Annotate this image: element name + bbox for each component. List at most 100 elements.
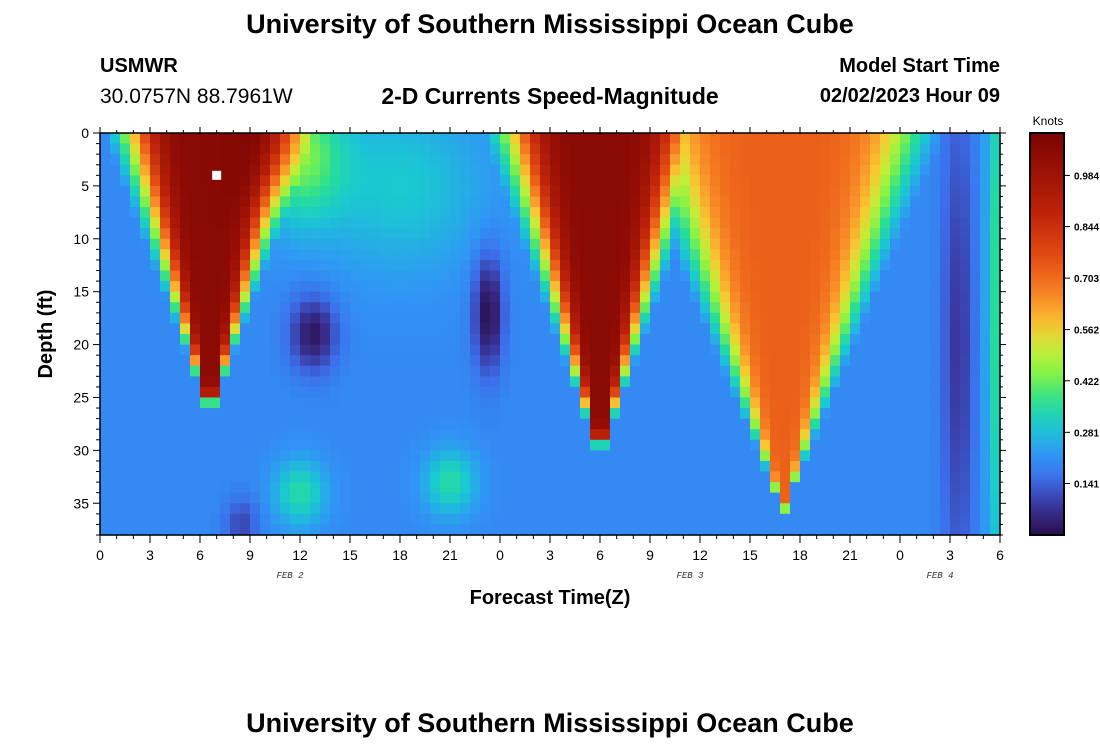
heatmap-cell — [920, 238, 931, 250]
heatmap-cell — [540, 418, 551, 430]
x-tick-label: 0 — [896, 547, 904, 563]
heatmap-cell — [650, 334, 661, 346]
heatmap-cell — [350, 185, 361, 198]
heatmap-cell — [430, 471, 441, 483]
heatmap-cell — [200, 355, 211, 367]
heatmap-cell — [810, 471, 821, 483]
heatmap-cell — [950, 460, 961, 473]
heatmap-cell — [480, 249, 491, 261]
heatmap-cell — [810, 281, 821, 293]
station-marker — [212, 170, 222, 180]
heatmap-cell — [300, 217, 311, 229]
heatmap-cell — [410, 281, 421, 293]
heatmap-cell — [700, 312, 711, 325]
heatmap-cell — [580, 323, 591, 335]
heatmap-cell — [180, 386, 191, 399]
footer-title: University of Southern Mississippi Ocean… — [246, 708, 854, 738]
colorbar-label: 0.703 — [1074, 274, 1099, 285]
heatmap-cell — [280, 386, 291, 399]
heatmap-cell — [930, 439, 941, 451]
heatmap-cell — [880, 154, 891, 166]
heatmap-cell — [180, 365, 191, 377]
heatmap-cell — [640, 460, 651, 473]
heatmap-cell — [240, 238, 251, 250]
heatmap-cell — [860, 482, 871, 494]
heatmap-cell — [790, 133, 801, 145]
heatmap-cell — [120, 376, 131, 388]
heatmap-cell — [950, 291, 961, 303]
heatmap-cell — [800, 133, 811, 145]
heatmap-cell — [960, 164, 971, 176]
heatmap-cell — [110, 503, 121, 515]
x-tick-label: 6 — [996, 547, 1004, 563]
heatmap-cell — [300, 450, 311, 462]
heatmap-cell — [210, 312, 221, 325]
heatmap-cell — [130, 302, 141, 314]
heatmap-cell — [940, 312, 951, 325]
heatmap-cell — [550, 196, 561, 208]
heatmap-cell — [360, 376, 371, 388]
heatmap-cell — [200, 365, 211, 377]
heatmap-cell — [420, 334, 431, 346]
heatmap-cell — [510, 270, 521, 282]
heatmap-cell — [150, 429, 161, 441]
heatmap-cell — [100, 185, 111, 198]
heatmap-cell — [870, 524, 881, 536]
heatmap-cell — [320, 524, 331, 536]
heatmap-cell — [530, 238, 541, 250]
heatmap-cell — [900, 217, 911, 229]
heatmap-cell — [290, 524, 301, 536]
heatmap-cell — [520, 291, 531, 303]
heatmap-cell — [500, 429, 511, 441]
heatmap-cell — [120, 482, 131, 494]
heatmap-cell — [890, 185, 901, 198]
heatmap-cell — [530, 344, 541, 356]
heatmap-cell — [260, 217, 271, 229]
heatmap-cell — [750, 450, 761, 462]
station-id: USMWR — [100, 55, 178, 77]
heatmap-cell — [750, 365, 761, 377]
heatmap-cell — [930, 312, 941, 325]
heatmap-cell — [600, 397, 611, 409]
heatmap-cell — [600, 154, 611, 166]
heatmap-cell — [160, 175, 171, 187]
heatmap-cell — [570, 323, 581, 335]
heatmap-cell — [210, 503, 221, 515]
heatmap-cell — [200, 249, 211, 261]
heatmap-cell — [460, 376, 471, 388]
heatmap-cell — [880, 270, 891, 282]
heatmap-cell — [780, 365, 791, 377]
heatmap-cell — [360, 386, 371, 399]
heatmap-cell — [380, 291, 391, 303]
y-axis-title: Depth (ft) — [35, 290, 57, 379]
heatmap-cell — [330, 259, 341, 272]
heatmap-cell — [300, 323, 311, 335]
heatmap-cell — [360, 355, 371, 367]
heatmap-cell — [790, 513, 801, 526]
heatmap-cell — [410, 302, 421, 314]
heatmap-cell — [590, 281, 601, 293]
heatmap-cell — [990, 154, 1001, 166]
heatmap-cell — [950, 270, 961, 282]
heatmap-cell — [340, 355, 351, 367]
heatmap-cell — [790, 143, 801, 155]
heatmap-cell — [940, 503, 951, 515]
heatmap-cell — [590, 471, 601, 483]
heatmap-cell — [180, 133, 191, 145]
heatmap-cell — [290, 270, 301, 282]
heatmap-cell — [970, 503, 981, 515]
heatmap-cell — [930, 143, 941, 155]
heatmap-cell — [260, 429, 271, 441]
heatmap-cell — [240, 281, 251, 293]
heatmap-cell — [240, 503, 251, 515]
heatmap-cell — [700, 217, 711, 229]
heatmap-cell — [100, 492, 111, 504]
heatmap-cell — [660, 154, 671, 166]
heatmap-cell — [780, 196, 791, 208]
heatmap-cell — [220, 482, 231, 494]
heatmap-cell — [450, 154, 461, 166]
heatmap-cell — [370, 196, 381, 208]
heatmap-cell — [110, 164, 121, 176]
heatmap-cell — [300, 429, 311, 441]
heatmap-cell — [770, 334, 781, 346]
